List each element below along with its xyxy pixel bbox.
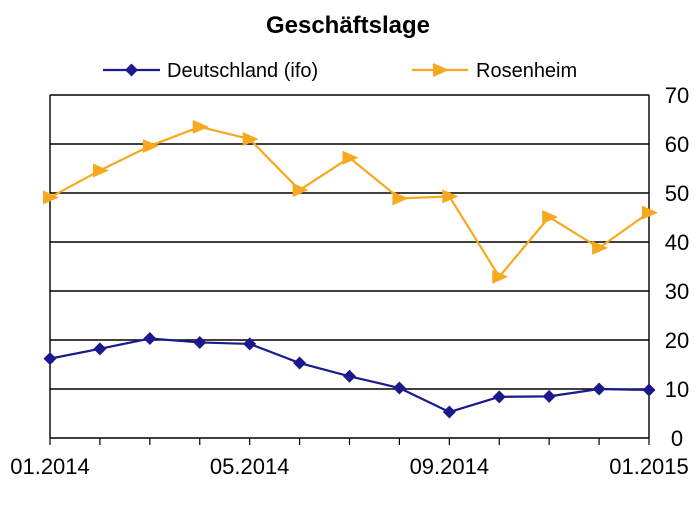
data-point: [343, 369, 356, 383]
y-tick-label: 60: [665, 132, 689, 157]
x-tick-label: 05.2014: [210, 454, 290, 479]
y-tick-label: 30: [665, 279, 689, 304]
legend-label: Rosenheim: [476, 60, 577, 82]
series-rosenheim: [43, 119, 658, 284]
data-point: [442, 405, 456, 419]
legend-item-rosenheim: Rosenheim: [412, 60, 577, 82]
tick-labels: 0 10 20 30 40 50 60 70 01.2014 05.2014 09.2014 01.2…: [10, 83, 689, 479]
data-point: [642, 383, 656, 397]
data-point: [193, 335, 207, 349]
y-tick-label: 10: [665, 377, 689, 402]
data-point: [542, 210, 559, 225]
y-tick-label: 70: [665, 83, 689, 108]
chart-title: Geschäftslage: [266, 12, 430, 39]
data-point: [392, 191, 409, 206]
legend-marker: [125, 63, 138, 77]
x-tick-label: 09.2014: [410, 454, 490, 479]
legend-label: Deutschland (ifo): [167, 60, 318, 82]
data-point: [392, 381, 406, 395]
data-point: [143, 332, 157, 346]
x-tick-label: 01.2014: [10, 454, 90, 479]
data-point: [592, 240, 609, 255]
data-point: [292, 183, 309, 198]
data-point: [592, 382, 606, 396]
y-tick-label: 40: [665, 230, 689, 255]
data-point: [243, 337, 257, 351]
data-point: [642, 205, 658, 220]
x-tick-label: 01.2015: [609, 454, 689, 479]
data-point: [242, 132, 259, 147]
data-point: [442, 189, 459, 204]
data-point: [93, 342, 107, 356]
gridlines: [50, 94, 649, 390]
data-point: [192, 119, 209, 134]
legend-marker: [433, 63, 449, 77]
legend: Deutschland (ifo) Rosenheim: [103, 60, 577, 82]
y-tick-label: 20: [665, 328, 689, 353]
series-line: [49, 125, 650, 278]
data-point: [43, 190, 59, 205]
y-tick-label: 0: [671, 426, 683, 451]
data-point: [492, 269, 509, 284]
data-point: [342, 150, 359, 165]
y-tick-label: 50: [665, 181, 689, 206]
legend-item-deutschland: Deutschland (ifo): [103, 60, 318, 82]
series-deutschland: [43, 332, 656, 419]
data-point: [542, 389, 556, 403]
axes: [49, 95, 650, 445]
series-group: [43, 119, 658, 419]
data-point: [293, 356, 307, 370]
data-point: [492, 390, 506, 404]
data-point: [92, 163, 109, 178]
data-point: [142, 138, 159, 153]
data-point: [43, 352, 57, 366]
